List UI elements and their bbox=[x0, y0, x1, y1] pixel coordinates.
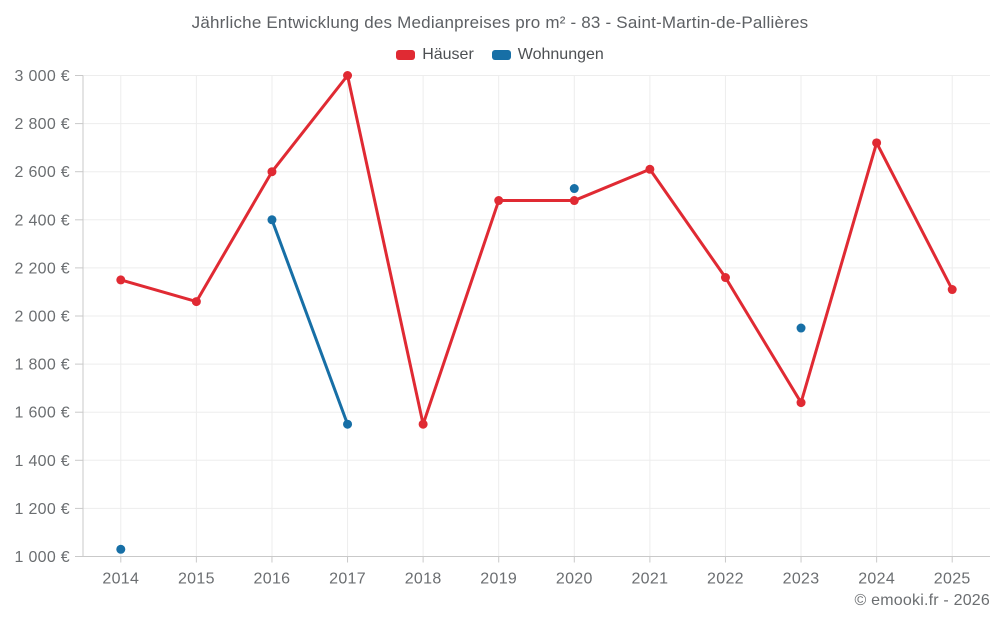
legend: Häuser Wohnungen bbox=[0, 46, 1000, 64]
chart-title: Jährliche Entwicklung des Medianpreises … bbox=[191, 13, 809, 32]
data-point-1-2014[interactable] bbox=[116, 544, 126, 554]
data-point-0-2017[interactable] bbox=[343, 71, 353, 80]
legend-label-haeuser: Häuser bbox=[422, 46, 474, 63]
data-point-0-2020[interactable] bbox=[569, 196, 579, 206]
y-tick-label: 2 200 € bbox=[15, 260, 70, 277]
data-point-1-2020[interactable] bbox=[569, 184, 579, 194]
data-point-0-2022[interactable] bbox=[720, 273, 730, 283]
legend-swatch-haeuser-icon bbox=[396, 50, 416, 60]
data-point-0-2023[interactable] bbox=[796, 398, 806, 408]
y-tick-label: 1 400 € bbox=[15, 453, 70, 470]
data-point-0-2015[interactable] bbox=[191, 297, 201, 307]
x-tick-label: 2024 bbox=[858, 571, 895, 588]
x-tick-label: 2020 bbox=[556, 571, 593, 588]
x-tick-label: 2018 bbox=[405, 571, 442, 588]
y-tick-label: 2 000 € bbox=[15, 309, 70, 326]
x-tick-label: 2017 bbox=[329, 571, 366, 588]
y-tick-label: 2 600 € bbox=[15, 164, 70, 181]
data-point-1-2017[interactable] bbox=[343, 419, 353, 429]
y-tick-label: 1 200 € bbox=[15, 501, 70, 518]
x-tick-label: 2022 bbox=[707, 571, 744, 588]
data-point-0-2025[interactable] bbox=[947, 285, 957, 295]
x-tick-label: 2025 bbox=[934, 571, 971, 588]
data-point-0-2024[interactable] bbox=[872, 138, 882, 148]
x-tick-label: 2019 bbox=[480, 571, 517, 588]
y-tick-label: 1 000 € bbox=[15, 549, 70, 566]
y-tick-label: 1 600 € bbox=[15, 405, 70, 422]
copyright-credit: © emooki.fr - 2026 bbox=[854, 592, 990, 609]
x-tick-label: 2016 bbox=[254, 571, 291, 588]
data-point-1-2023[interactable] bbox=[796, 323, 806, 333]
y-tick-label: 2 800 € bbox=[15, 116, 70, 133]
data-point-0-2014[interactable] bbox=[116, 275, 126, 285]
series-line-1 bbox=[270, 218, 350, 426]
x-tick-label: 2021 bbox=[631, 571, 668, 588]
x-tick-label: 2014 bbox=[102, 571, 139, 588]
y-tick-label: 2 400 € bbox=[15, 212, 70, 229]
data-point-0-2021[interactable] bbox=[645, 164, 655, 174]
legend-swatch-wohnungen-icon bbox=[491, 50, 511, 60]
legend-label-wohnungen: Wohnungen bbox=[517, 46, 604, 63]
data-point-0-2018[interactable] bbox=[418, 419, 428, 429]
y-tick-label: 1 800 € bbox=[15, 357, 70, 374]
y-tick-label: 3 000 € bbox=[15, 68, 70, 85]
data-point-0-2019[interactable] bbox=[494, 196, 504, 206]
legend-item-wohnungen[interactable]: Wohnungen bbox=[491, 46, 604, 64]
series-line-0 bbox=[119, 74, 954, 426]
data-point-1-2016[interactable] bbox=[267, 215, 277, 225]
x-tick-label: 2023 bbox=[783, 571, 820, 588]
legend-item-haeuser[interactable]: Häuser bbox=[396, 46, 474, 64]
x-tick-label: 2015 bbox=[178, 571, 215, 588]
data-point-0-2016[interactable] bbox=[267, 167, 277, 177]
